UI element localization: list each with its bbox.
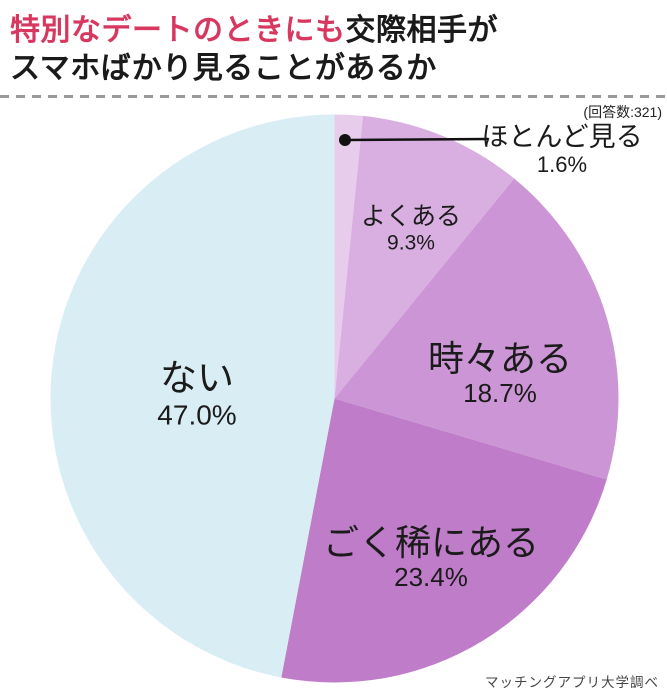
pie-svg <box>50 114 619 683</box>
chart-title: 特別なデートのときにも交際相手が スマホばかり見ることがあるか <box>10 12 498 88</box>
dashed-divider <box>0 95 667 98</box>
callout-dot <box>339 134 351 146</box>
pie-slice-3 <box>281 398 607 683</box>
pie-slice-4 <box>50 114 335 678</box>
callout-leader-line <box>344 137 489 142</box>
pie-slice-2 <box>334 178 619 480</box>
respondents-note: (回答数:321) <box>583 104 662 120</box>
source-credit: マッチングアプリ大学調べ <box>485 675 659 690</box>
chart-title-highlight: 特別なデートのときにも <box>10 14 346 47</box>
chart-title-rest: 交際相手が <box>345 14 498 47</box>
pie-slice-0 <box>334 114 363 399</box>
pie-slice-1 <box>334 115 515 399</box>
pie-slices <box>50 114 619 683</box>
chart-title-line2: スマホばかり見ることがあるか <box>10 52 437 85</box>
